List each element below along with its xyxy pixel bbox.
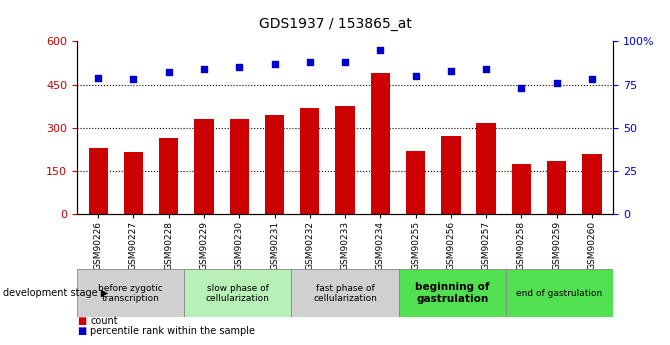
Point [340,59,350,65]
Bar [399,269,506,317]
Bar [77,269,184,317]
Text: before zygotic
transcription: before zygotic transcription [98,284,163,303]
Bar [582,154,602,214]
Bar [265,115,284,214]
Bar [512,164,531,214]
Text: slow phase of
cellularization: slow phase of cellularization [206,284,270,303]
Text: beginning of
gastrulation: beginning of gastrulation [415,283,490,304]
Text: end of gastrulation: end of gastrulation [517,289,602,298]
Text: count: count [90,316,118,326]
Bar [406,151,425,214]
Point [516,85,527,91]
Point [375,47,386,53]
Point [163,70,174,75]
Bar [194,119,214,214]
Bar [476,123,496,214]
Text: percentile rank within the sample: percentile rank within the sample [90,326,255,336]
Text: GDS1937 / 153865_at: GDS1937 / 153865_at [259,17,411,31]
Text: fast phase of
cellularization: fast phase of cellularization [313,284,377,303]
Text: ■: ■ [77,326,86,336]
Point [93,75,104,80]
Point [446,68,456,73]
Bar [371,73,390,214]
Point [128,77,139,82]
Point [410,73,421,79]
Bar [336,106,354,214]
Bar [291,269,399,317]
Bar [547,161,566,214]
Point [481,66,492,72]
Text: ■: ■ [77,316,86,326]
Point [269,61,280,67]
Point [198,66,209,72]
Point [586,77,597,82]
Bar [184,269,291,317]
Bar [88,148,108,214]
Bar [124,152,143,214]
Bar [506,269,613,317]
Point [304,59,315,65]
Bar [159,138,178,214]
Bar [441,136,460,214]
Bar [300,108,320,214]
Point [551,80,562,86]
Text: development stage ▶: development stage ▶ [3,288,109,298]
Point [234,65,245,70]
Bar [230,119,249,214]
